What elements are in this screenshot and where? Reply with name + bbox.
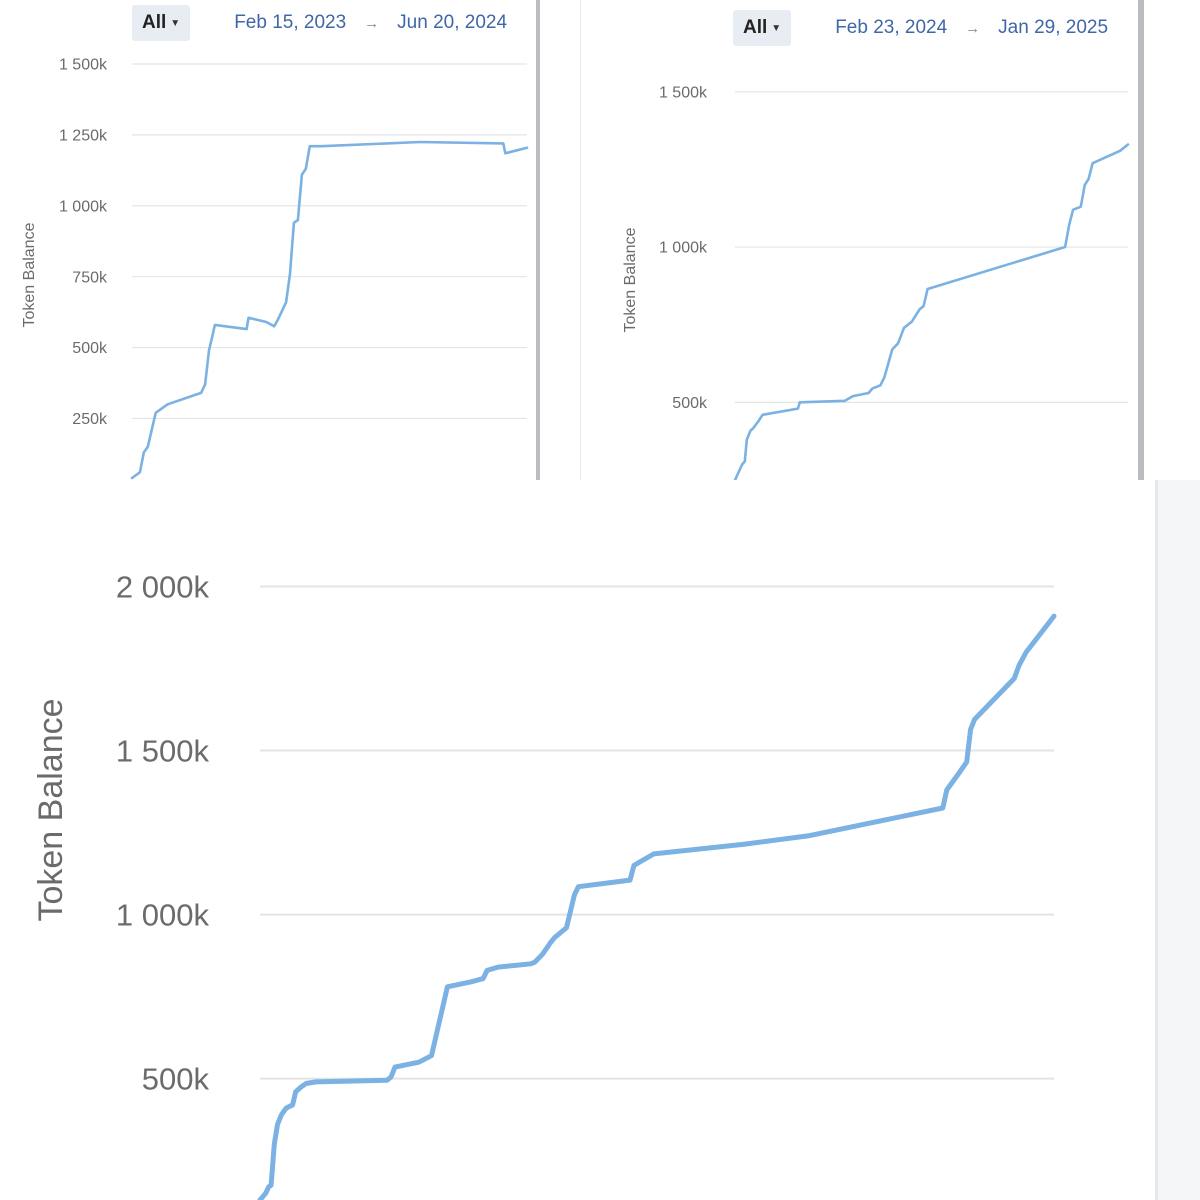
- token-balance-series-line[interactable]: [130, 140, 529, 480]
- chart-panel-3: 500k 1 000k 1 500k 2 000k Token Balance: [0, 480, 1200, 1200]
- y-tick-label: 500k: [142, 1061, 210, 1096]
- y-tick-label: 1 000k: [659, 240, 708, 257]
- line-chart-2: 500k 1 000k 1 500k Token Balance: [622, 84, 1130, 481]
- date-from[interactable]: Feb 23, 2024: [835, 17, 948, 38]
- arrow-right-icon: →: [364, 14, 380, 32]
- y-tick-label: 1 250k: [59, 127, 108, 144]
- y-tick-label: 500k: [672, 395, 708, 412]
- date-to[interactable]: Jan 29, 2025: [998, 17, 1109, 38]
- y-axis-label: Token Balance: [21, 222, 38, 327]
- date-range-toolbar: All ▼ Feb 15, 2023 → Jun 20, 2024: [132, 5, 507, 41]
- y-tick-label: 1 500k: [59, 57, 108, 74]
- chart-panel-1: All ▼ Feb 15, 2023 → Jun 20, 2024 250k 50…: [0, 0, 540, 480]
- panel-border: [1138, 0, 1144, 480]
- panel-border: [536, 0, 540, 480]
- date-to[interactable]: Jun 20, 2024: [397, 12, 508, 33]
- y-tick-label: 2 000k: [116, 569, 210, 604]
- chart-panel-2: All ▼ Feb 23, 2024 → Jan 29, 2025 500k 1 …: [580, 0, 1145, 480]
- period-dropdown-label: All: [743, 17, 768, 38]
- y-tick-label: 1 000k: [116, 897, 210, 932]
- line-chart-1: 250k 500k 750k 1 000k 1 250k 1 500k Token Bala…: [21, 57, 529, 480]
- y-tick-label: 500k: [72, 340, 108, 357]
- period-dropdown[interactable]: All ▼: [132, 5, 191, 41]
- period-dropdown[interactable]: All ▼: [733, 10, 792, 46]
- arrow-right-icon: →: [965, 19, 981, 37]
- date-range-toolbar: All ▼ Feb 23, 2024 → Jan 29, 2025: [733, 10, 1108, 46]
- side-scroll-strip: [1155, 480, 1200, 1200]
- y-tick-label: 1 000k: [59, 198, 108, 215]
- line-chart-3: 500k 1 000k 1 500k 2 000k Token Balance: [32, 569, 1057, 1200]
- y-axis-label: Token Balance: [32, 698, 70, 921]
- y-tick-label: 750k: [72, 269, 108, 286]
- y-tick-label: 1 500k: [116, 733, 210, 768]
- caret-down-icon: ▼: [170, 17, 181, 29]
- period-dropdown-label: All: [142, 12, 167, 33]
- y-axis-label: Token Balance: [622, 227, 639, 332]
- y-tick-label: 1 500k: [659, 84, 708, 101]
- y-tick-label: 250k: [72, 411, 108, 428]
- panel-border-left: [580, 0, 581, 480]
- caret-down-icon: ▼: [771, 22, 782, 34]
- token-balance-series-line[interactable]: [257, 613, 1057, 1200]
- token-balance-series-line[interactable]: [733, 143, 1130, 481]
- date-from[interactable]: Feb 15, 2023: [234, 12, 347, 33]
